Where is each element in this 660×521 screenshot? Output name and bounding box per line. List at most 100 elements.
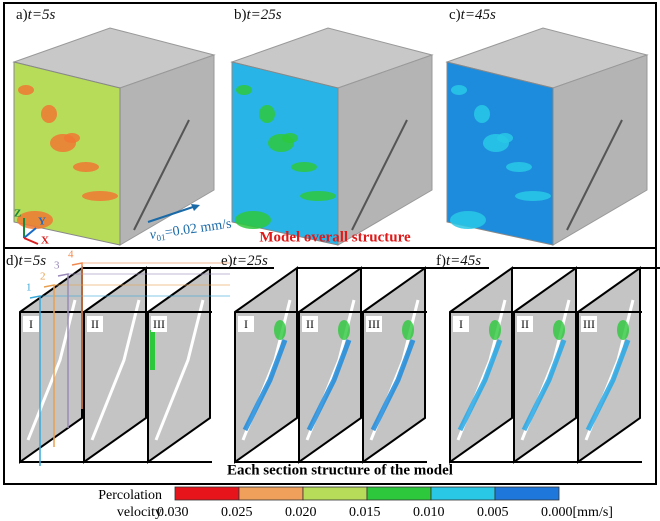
panel-time: t=5s (19, 253, 47, 269)
axis-z-label: Z (14, 208, 21, 220)
colorbar-title: velocity (117, 505, 162, 520)
flow-patch (235, 211, 271, 229)
panel-letter: f) (436, 253, 446, 269)
slice-flow (521, 339, 567, 432)
axis-y (23, 227, 37, 239)
colorbar-segment (302, 486, 368, 501)
flow-patch (282, 133, 298, 143)
panel-label: a)t=5s (16, 7, 55, 23)
section-marker: 4 (68, 249, 74, 261)
section-tag-box (517, 316, 533, 332)
flow-patch (617, 320, 629, 340)
cube-side (337, 54, 433, 246)
flow-patch (489, 320, 501, 340)
inflow-arrow (147, 205, 197, 223)
inflow-symbol: v (149, 227, 158, 243)
flow-patch (17, 211, 53, 229)
flow-patch (259, 105, 275, 123)
cube (230, 27, 434, 246)
section-tag: II (521, 317, 529, 331)
section-tag-box (453, 316, 469, 332)
colorbar-tick: 0.005 (477, 505, 509, 520)
colorbar-tick: 0.015 (349, 505, 381, 520)
flow-patch (402, 320, 414, 340)
colorbar-segment (366, 486, 432, 501)
panel-label: e)t=25s (221, 253, 268, 269)
panel-time: t=25s (233, 253, 268, 269)
section-tag-box (23, 316, 39, 332)
slice-flow (585, 339, 631, 432)
axis-x-label: X (41, 235, 49, 247)
flow-patch (82, 191, 118, 201)
flow-patch (338, 320, 350, 340)
colorbar-tick: 0.000[mm/s] (541, 505, 613, 520)
panel-letter: b) (234, 7, 247, 23)
section-tag: I (29, 317, 33, 331)
slice-flow (150, 330, 155, 370)
flow-patch (553, 320, 565, 340)
flow-patch (450, 211, 486, 229)
flow-patch (73, 162, 99, 172)
section-box: I II III (19, 266, 274, 464)
section-tag: III (583, 317, 595, 331)
flow-patch (451, 85, 467, 95)
colorbar-segment (238, 486, 304, 501)
section-tag-box (151, 316, 167, 332)
inflow-subscript: 01 (156, 232, 166, 243)
cube (12, 27, 216, 246)
section-tag: II (306, 317, 314, 331)
colorbar-segment (494, 486, 560, 501)
colorbar-segment (174, 486, 240, 501)
crack (133, 119, 190, 231)
section-box: I II III (449, 266, 660, 464)
flow-patch (515, 191, 551, 201)
colorbar-tick: 0.025 (221, 505, 253, 520)
flow-patch (300, 191, 336, 201)
flow-patch (236, 85, 252, 95)
section-marker: 3 (54, 260, 60, 272)
section-tag: III (153, 317, 165, 331)
crack (566, 119, 623, 231)
flow-patch (291, 162, 317, 172)
section-tag-box (581, 316, 597, 332)
cube (445, 27, 649, 246)
colorbar-tick: 0.030 (157, 505, 189, 520)
section-tag-box (366, 316, 382, 332)
section-tag: III (368, 317, 380, 331)
flow-patch (41, 105, 57, 123)
panel-time: t=5s (28, 7, 56, 23)
panel-letter: d) (6, 253, 19, 269)
colorbar-tick: 0.020 (285, 505, 317, 520)
axis-y-label: Y (38, 216, 46, 228)
slice-flow (370, 339, 416, 432)
slice-flow (306, 339, 352, 432)
panel-letter: c) (449, 7, 461, 23)
cube-side (552, 54, 648, 246)
section-tag-box (87, 316, 103, 332)
inflow-head (191, 204, 200, 211)
panel-time: t=45s (461, 7, 496, 23)
section-tag-box (302, 316, 318, 332)
colorbar-tick: 0.010 (413, 505, 445, 520)
flow-patch (474, 105, 490, 123)
section-marker: 2 (40, 271, 46, 283)
panel-label: c)t=45s (449, 7, 496, 23)
section-tag: II (91, 317, 99, 331)
slice-flow (457, 339, 503, 432)
panel-label: f)t=45s (436, 253, 481, 269)
axis-x (23, 237, 39, 245)
panel-label: d)t=5s (6, 253, 46, 269)
bottom-frame (3, 247, 657, 485)
crack (351, 119, 408, 231)
panel-label: b)t=25s (234, 7, 282, 23)
inflow-value: =0.02 mm/s (164, 217, 232, 241)
slice-crack (26, 299, 77, 441)
bottom-caption: Each section structure of the model (227, 462, 453, 478)
flow-patch (497, 133, 513, 143)
panel-letter: a) (16, 7, 28, 23)
slice-crack (90, 299, 141, 441)
colorbar-segment (430, 486, 496, 501)
panel-letter: e) (221, 253, 233, 269)
section-tag-box (238, 316, 254, 332)
